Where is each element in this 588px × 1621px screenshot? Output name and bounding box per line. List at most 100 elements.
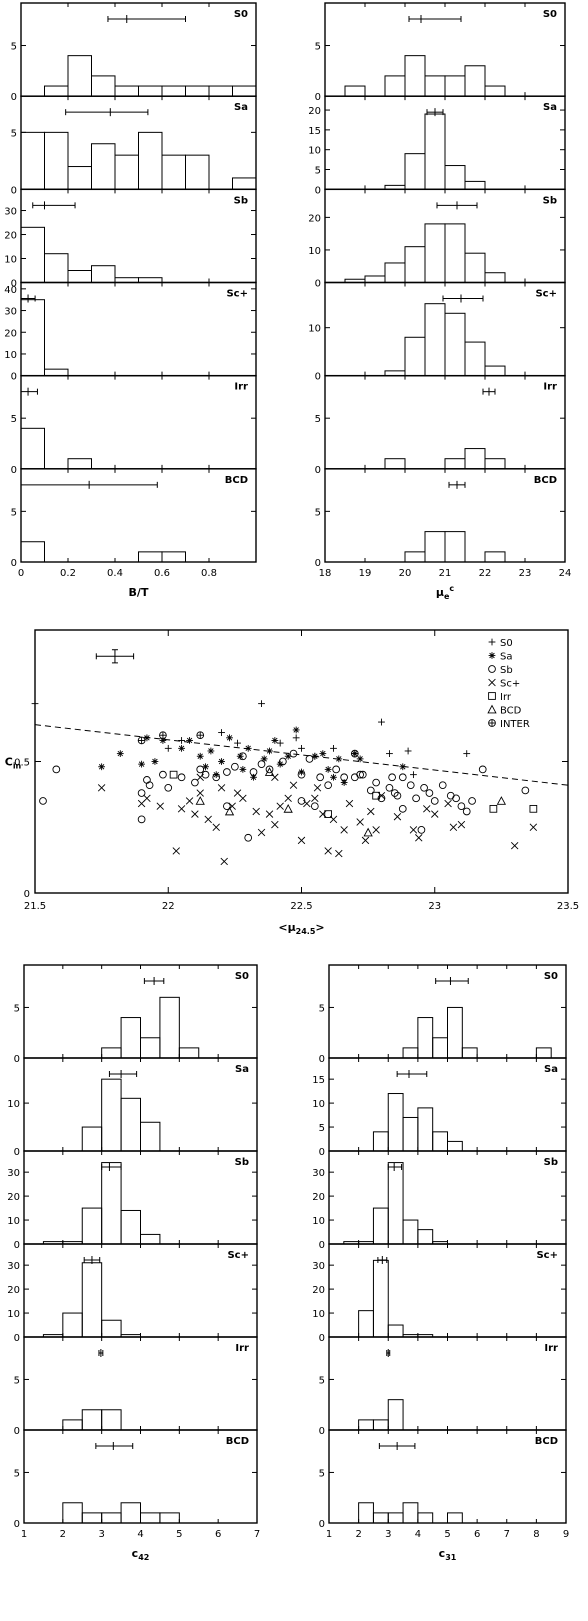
data-point (212, 823, 220, 831)
marker-stroke (202, 764, 209, 770)
marker-stroke (297, 836, 306, 845)
x-tick-label: 22 (162, 901, 175, 912)
series-scplus (97, 773, 538, 866)
histogram-bar (185, 85, 210, 97)
histogram-bar (20, 226, 45, 283)
data-point (311, 752, 319, 760)
subpanel-frame (20, 374, 257, 470)
histogram-bar (484, 551, 506, 563)
subpanel-frame (23, 1336, 258, 1431)
y-tick-label: 10 (4, 350, 17, 361)
histogram-bar (161, 154, 186, 190)
series-bcd (195, 767, 507, 837)
histogram-bar (464, 252, 486, 283)
x-tick-label: 8 (533, 1529, 539, 1540)
histogram-bar (101, 1078, 122, 1152)
y-tick-label: 0 (319, 1054, 325, 1065)
data-point (239, 765, 247, 773)
marker-stroke (191, 778, 199, 787)
y-tick-label: 0 (319, 1519, 325, 1530)
data-point (420, 783, 428, 792)
x-axis-label: μec (436, 584, 455, 601)
data-point (191, 810, 199, 818)
y-tick-label: 30 (4, 307, 17, 318)
marker-stroke (196, 765, 205, 774)
marker-stroke (457, 820, 466, 829)
subpanel-label: Irr (543, 382, 557, 393)
marker-stroke (237, 753, 243, 759)
data-point (283, 803, 293, 813)
data-point (196, 752, 204, 760)
data-point (284, 794, 292, 803)
data-point (324, 810, 333, 818)
series-sa (98, 726, 407, 786)
subpanel-sa: 0 10 Sa (7, 1057, 258, 1158)
data-point (324, 847, 332, 855)
y-tick-label: 0 (315, 465, 321, 476)
marker-stroke (409, 826, 418, 834)
histogram-bar (114, 154, 139, 190)
y-tick-label: 0 (319, 1240, 325, 1251)
histogram-bar (62, 1502, 83, 1524)
x-axis-label-base: c (132, 1547, 139, 1560)
histogram-bar (140, 1121, 161, 1152)
marker-stroke (264, 767, 275, 776)
x-axis-label: B/T (129, 586, 149, 599)
histogram-bar (372, 1512, 389, 1524)
subpanel-label: Sc+ (535, 289, 557, 300)
data-point (137, 789, 146, 797)
data-point (271, 737, 279, 744)
y-tick-label: 20 (312, 1285, 325, 1296)
data-point (378, 718, 385, 726)
histogram-bar (417, 1512, 434, 1524)
y-tick-label: 10 (312, 1099, 325, 1110)
marker-stroke (489, 652, 495, 659)
histogram-bar (404, 55, 426, 97)
histogram-bar (358, 1310, 374, 1338)
data-point (305, 755, 314, 763)
x-tick-label: 24 (559, 568, 572, 579)
marker-stroke (462, 807, 471, 816)
data-point (409, 826, 418, 834)
data-point (358, 770, 367, 779)
subpanel-label: Irr (235, 1343, 249, 1354)
data-point (457, 802, 466, 811)
marker-stroke (385, 783, 394, 792)
marker-stroke (345, 799, 354, 808)
y-tick-label: 5 (11, 128, 17, 139)
histogram-stack-top-right: 0 5 S0 0 5 10 15 20 Sa 0 10 20 Sb 0 10 Sc+ 0 5 Irr 0 5 BCD 18 1… (308, 2, 572, 601)
subpanel-frame (20, 468, 257, 563)
y-tick-label: 5 (319, 1468, 325, 1479)
marker-stroke (144, 735, 150, 741)
data-point (260, 755, 268, 763)
x-tick-label: 23 (519, 568, 532, 579)
histogram-bar (120, 1209, 142, 1245)
data-point (191, 778, 199, 787)
data-point (457, 820, 466, 829)
x-tick-label: 23 (428, 901, 441, 912)
marker-stroke (423, 805, 431, 813)
histogram-bar (344, 85, 366, 97)
data-point (244, 744, 252, 752)
marker-stroke (390, 789, 399, 797)
data-point (244, 833, 253, 842)
marker-stroke (289, 781, 298, 789)
subpanel-scplus: 0 10 20 30 40 Sc+ (4, 281, 257, 383)
histogram-bar (417, 1229, 434, 1245)
y-tick-label: 5 (319, 1375, 325, 1386)
histogram-bar (464, 180, 486, 190)
scatter-panel: 21.5 22 22.5 23 23.5 0 0.5 S0 Sa Sb Sc+ Irr BCD INTER… (5, 629, 579, 936)
histogram-bar (101, 1162, 122, 1245)
marker-stroke (393, 791, 402, 800)
subpanel-irr: 0 5 Irr (11, 374, 257, 476)
marker-stroke (152, 758, 158, 765)
histogram-bar (81, 1512, 103, 1524)
histogram-bar (44, 131, 69, 190)
y-tick-label: 0 (11, 558, 17, 569)
marker-stroke (145, 781, 154, 790)
marker-stroke (478, 765, 487, 774)
marker-stroke (341, 779, 347, 786)
histogram-bar (178, 1047, 200, 1059)
marker-stroke (303, 799, 311, 808)
